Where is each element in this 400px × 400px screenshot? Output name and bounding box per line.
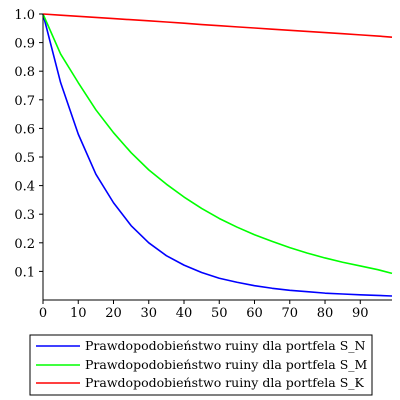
axes-layer (42, 14, 392, 301)
legend-box (29, 334, 373, 396)
y-tick-label: 0.7 (14, 94, 35, 109)
series-layer (42, 13, 393, 297)
legend-label-s-n: Prawdopodobieństwo ruiny dla portfela S_… (85, 338, 366, 353)
y-tick-label: 0.2 (14, 237, 35, 252)
y-tick-label: 0.3 (14, 208, 35, 223)
x-tick-label: 30 (140, 306, 157, 321)
y-tick-label: 0.4 (14, 180, 35, 195)
y-tick-label: 0.1 (14, 265, 35, 280)
legend-label-s-k: Prawdopodobieństwo ruiny dla portfela S_… (85, 375, 365, 390)
y-tick-label: 0.6 (14, 122, 35, 137)
x-tick-label: 20 (105, 306, 122, 321)
legend: Prawdopodobieństwo ruiny dla portfela S_… (29, 334, 373, 396)
y-tick-label: 0.5 (14, 151, 35, 166)
y-tick-label: 1.0 (14, 8, 35, 23)
x-tick-label: 80 (317, 306, 334, 321)
ticks-layer: 0 10 20 30 40 50 60 70 80 90 0.1 0.2 0.3 0.4 0.5 0.6 0.7… (14, 8, 368, 321)
x-tick-label: 10 (70, 306, 87, 321)
x-tick-label: 90 (352, 306, 369, 321)
y-tick-label: 0.9 (14, 37, 35, 52)
x-tick-label: 50 (211, 306, 228, 321)
y-tick-label: 0.8 (14, 65, 35, 80)
x-tick-label: 40 (176, 306, 193, 321)
x-tick-label: 70 (281, 306, 298, 321)
x-tick-label: 60 (246, 306, 263, 321)
legend-label-s-m: Prawdopodobieństwo ruiny dla portfela S_… (85, 357, 368, 372)
series-line-s-k (42, 13, 393, 38)
series-line-s-m (42, 13, 393, 275)
series-line-s-n (42, 13, 393, 297)
x-tick-label: 0 (39, 306, 47, 321)
